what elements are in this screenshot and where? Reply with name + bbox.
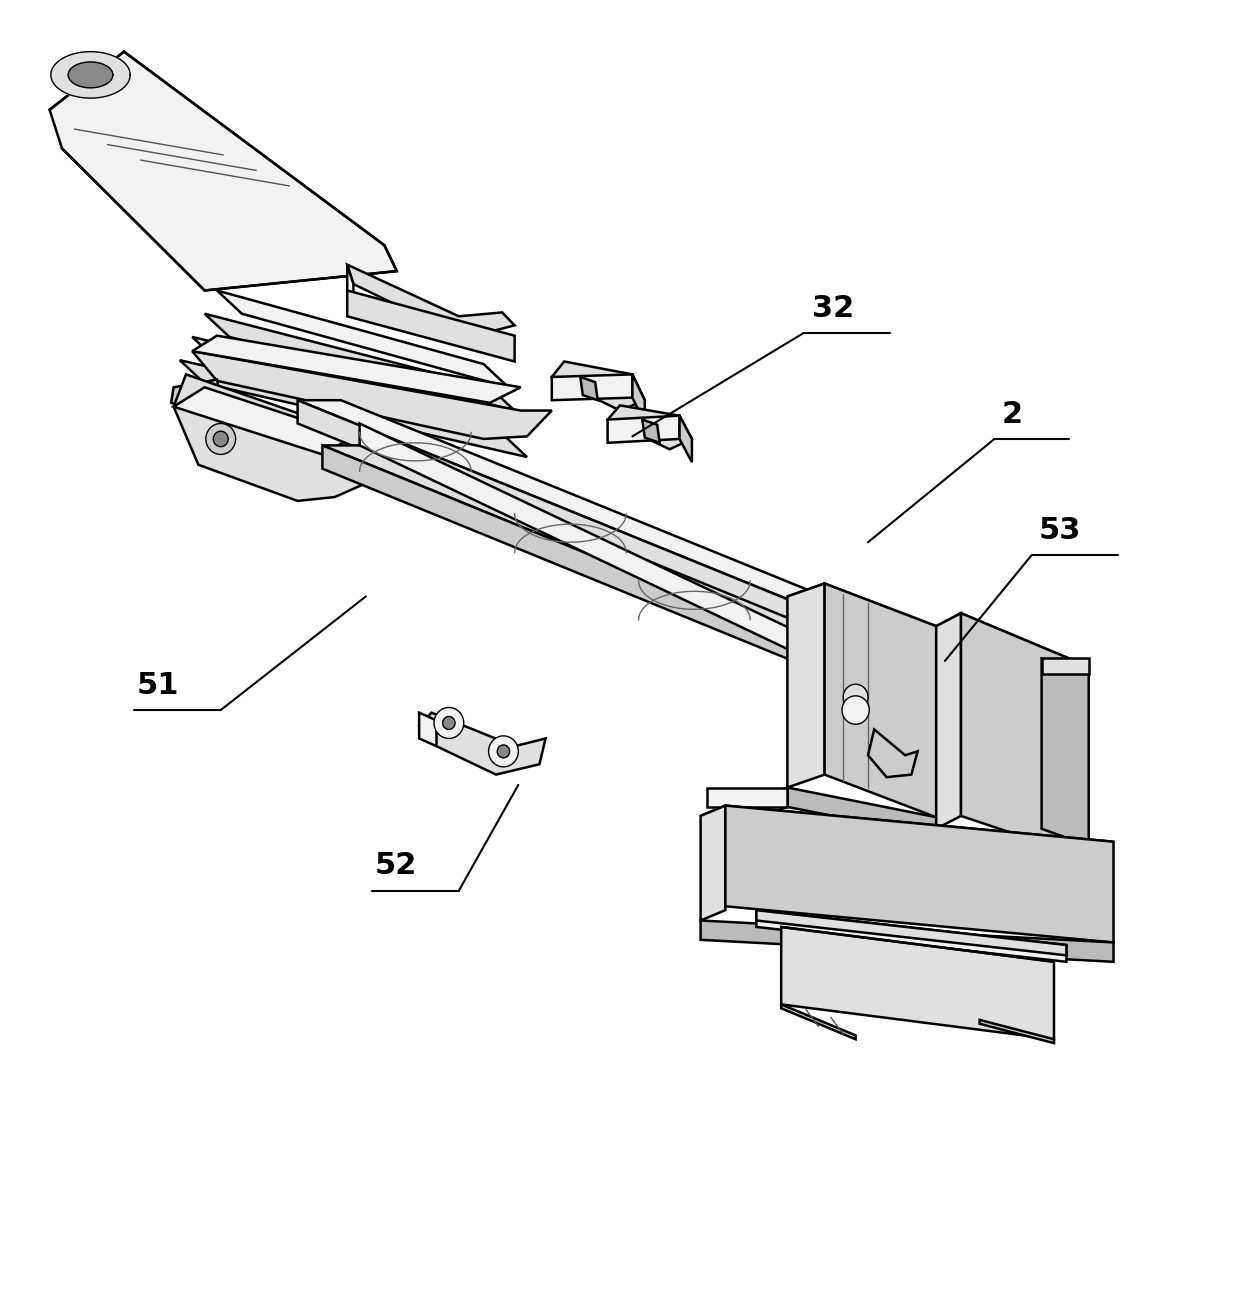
Polygon shape xyxy=(961,613,1069,852)
Polygon shape xyxy=(787,788,936,837)
Text: 32: 32 xyxy=(812,294,854,323)
Polygon shape xyxy=(725,806,1114,942)
Polygon shape xyxy=(298,400,849,607)
Polygon shape xyxy=(936,829,1069,871)
Circle shape xyxy=(443,717,455,729)
Polygon shape xyxy=(322,445,868,651)
Polygon shape xyxy=(552,361,645,411)
Polygon shape xyxy=(192,336,521,403)
Text: 2: 2 xyxy=(1002,400,1023,429)
Polygon shape xyxy=(642,420,660,443)
Polygon shape xyxy=(360,423,794,652)
Polygon shape xyxy=(192,337,521,434)
Circle shape xyxy=(206,423,236,454)
Polygon shape xyxy=(171,380,221,411)
Polygon shape xyxy=(180,360,527,457)
Circle shape xyxy=(842,696,869,724)
Polygon shape xyxy=(608,416,680,443)
Polygon shape xyxy=(217,290,508,387)
Polygon shape xyxy=(936,613,961,829)
Polygon shape xyxy=(707,788,787,807)
Polygon shape xyxy=(347,265,353,310)
Polygon shape xyxy=(701,920,1114,962)
Polygon shape xyxy=(825,651,868,674)
Polygon shape xyxy=(192,351,552,439)
Polygon shape xyxy=(825,584,936,817)
Polygon shape xyxy=(552,374,632,400)
Circle shape xyxy=(213,431,228,447)
Polygon shape xyxy=(419,713,436,746)
Polygon shape xyxy=(756,910,1066,962)
Polygon shape xyxy=(701,806,1114,852)
Polygon shape xyxy=(787,584,936,639)
Polygon shape xyxy=(580,377,598,400)
Polygon shape xyxy=(174,387,353,454)
Polygon shape xyxy=(701,806,725,920)
Polygon shape xyxy=(868,729,918,777)
Polygon shape xyxy=(680,416,692,462)
Text: 51: 51 xyxy=(136,671,179,700)
Polygon shape xyxy=(781,927,1054,962)
Polygon shape xyxy=(781,927,1054,1039)
Text: 52: 52 xyxy=(374,852,417,880)
Polygon shape xyxy=(174,374,384,501)
Polygon shape xyxy=(980,1020,1054,1043)
Polygon shape xyxy=(608,405,692,449)
Polygon shape xyxy=(756,910,1066,955)
Polygon shape xyxy=(205,314,515,411)
Polygon shape xyxy=(419,713,546,775)
Polygon shape xyxy=(347,265,515,338)
Polygon shape xyxy=(50,52,397,290)
Polygon shape xyxy=(347,290,515,361)
Circle shape xyxy=(434,707,464,738)
Polygon shape xyxy=(1042,658,1089,674)
Circle shape xyxy=(497,745,510,758)
Polygon shape xyxy=(298,400,806,630)
Polygon shape xyxy=(781,1004,856,1039)
Polygon shape xyxy=(51,52,130,98)
Polygon shape xyxy=(632,374,645,423)
Polygon shape xyxy=(936,613,1069,671)
Polygon shape xyxy=(787,584,825,788)
Circle shape xyxy=(843,684,868,710)
Polygon shape xyxy=(1042,658,1089,846)
Circle shape xyxy=(489,736,518,767)
Polygon shape xyxy=(322,445,825,674)
Text: 53: 53 xyxy=(1039,516,1081,545)
Polygon shape xyxy=(707,788,787,835)
Polygon shape xyxy=(68,62,113,88)
Polygon shape xyxy=(806,607,849,630)
